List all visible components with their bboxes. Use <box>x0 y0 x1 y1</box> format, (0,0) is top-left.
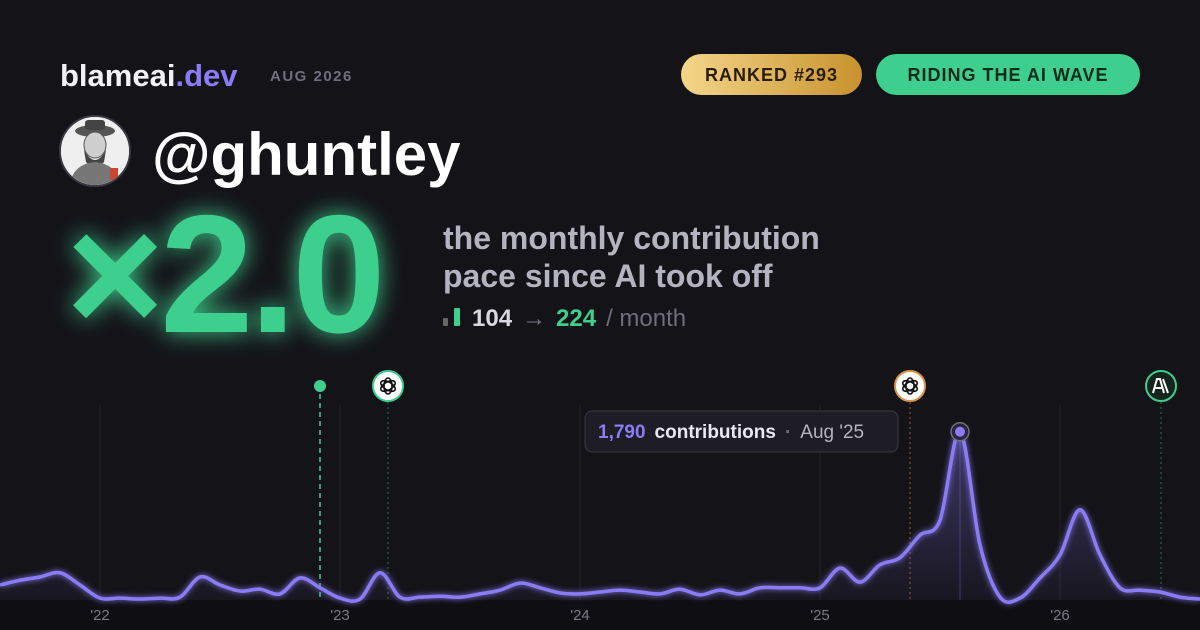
highlight-point <box>955 426 965 437</box>
event-dot <box>314 380 326 392</box>
brand: blameai.dev <box>60 58 238 93</box>
openai-logo <box>901 377 919 395</box>
handle: @ghuntley <box>152 121 461 188</box>
avatar <box>59 115 131 187</box>
x-tick-label: '22 <box>90 607 110 624</box>
x-tick-label: '25 <box>810 607 830 624</box>
grid: '22 '23 '24 '25 '26 <box>90 405 1070 624</box>
event-icon <box>894 370 926 402</box>
tooltip-text: 1,790 contributions · Aug '25 <box>598 422 864 443</box>
tagline-line: pace since AI took off <box>443 258 773 294</box>
rank-badge-text: RANKED #293 <box>705 65 838 85</box>
tooltip <box>584 410 899 453</box>
x-tick-label: '26 <box>1050 607 1070 624</box>
pace-before: 104 <box>472 305 513 332</box>
tagline-line: the monthly contribution <box>443 220 820 256</box>
multiplier: ×2.0 <box>66 180 382 368</box>
brand-tld: .dev <box>175 58 238 93</box>
rank-badge <box>681 54 862 95</box>
pace-after: 224 <box>556 305 597 332</box>
tooltip-sep: · <box>785 422 791 443</box>
axis-band <box>0 600 1200 630</box>
wave-badge-text: RIDING THE AI WAVE <box>907 65 1108 85</box>
wave-badge <box>876 54 1140 95</box>
event-icon <box>372 370 404 402</box>
x-tick-label: '23 <box>330 607 350 624</box>
plot <box>0 421 1200 604</box>
event-markers <box>314 370 1177 600</box>
x-tick-label: '24 <box>570 607 590 624</box>
anthropic-logo <box>1152 378 1169 394</box>
pace-unit: / month <box>606 305 686 332</box>
tooltip-value: 1,790 <box>598 422 646 443</box>
date: AUG 2026 <box>270 68 353 85</box>
tooltip-unit: contributions <box>655 422 776 443</box>
tooltip-period: Aug '25 <box>800 422 864 443</box>
pace-icon <box>454 308 460 326</box>
line <box>0 429 1200 604</box>
pace-arrow: → <box>522 305 546 332</box>
openai-logo <box>379 377 397 395</box>
brand-name: blameai <box>60 58 175 93</box>
pace: 104 → 224 / month <box>472 305 686 332</box>
pace-icon <box>443 318 448 326</box>
